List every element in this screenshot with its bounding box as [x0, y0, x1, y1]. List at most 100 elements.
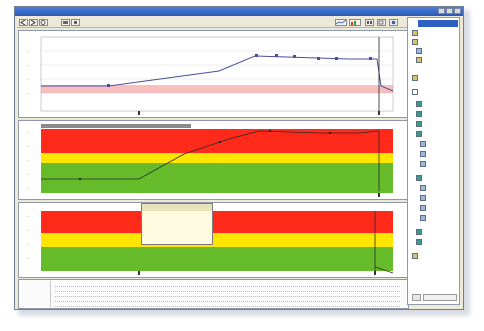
bottom-red-zone [41, 211, 393, 233]
device-icon [416, 101, 422, 107]
tree-item[interactable] [408, 56, 459, 65]
app-window: — — — — — — — — — [14, 6, 464, 310]
device-icon [416, 131, 422, 137]
tree-item[interactable] [408, 194, 459, 203]
bottom-y-ticks: — — — — [27, 214, 30, 260]
table-row[interactable] [55, 303, 400, 307]
tree-action-button[interactable] [423, 294, 457, 301]
middle-x-marker [378, 193, 380, 197]
device-icon [416, 111, 422, 117]
svg-text:—: — [27, 186, 30, 190]
bottom-series-line [374, 266, 394, 274]
node-icon [416, 57, 422, 63]
bottom-yellow-zone [41, 233, 393, 247]
tooltip-header [142, 204, 212, 211]
table-row[interactable] [55, 283, 400, 287]
tree-item[interactable] [408, 252, 459, 261]
tree-item[interactable] [408, 174, 459, 183]
tree-item[interactable] [408, 160, 459, 169]
page-icon [412, 89, 418, 95]
folder-icon [412, 75, 418, 81]
tree-item[interactable] [408, 204, 459, 213]
top-series-blue-line [74, 55, 394, 92]
middle-header-bar [41, 124, 191, 128]
toolbar [17, 17, 411, 28]
bottom-x-markers [138, 271, 376, 275]
tree-item[interactable] [408, 120, 459, 129]
tree-item[interactable] [408, 47, 459, 56]
top-series-markers [107, 54, 372, 87]
chart-icon[interactable] [349, 19, 361, 26]
svg-text:—: — [27, 172, 30, 176]
svg-text:—: — [27, 49, 30, 53]
tree-item[interactable] [408, 29, 459, 38]
svg-text:—: — [27, 144, 30, 148]
graph-icon[interactable] [335, 19, 347, 26]
table-row[interactable] [55, 293, 400, 297]
tree-item[interactable] [408, 110, 459, 119]
device-icon [416, 175, 422, 181]
svg-text:—: — [27, 256, 30, 260]
top-x-markers [138, 111, 380, 115]
svg-text:—: — [27, 228, 30, 232]
forward-icon[interactable] [29, 19, 38, 26]
back-icon[interactable] [19, 19, 28, 26]
middle-green-zone [41, 163, 393, 193]
svg-text:—: — [27, 214, 30, 218]
node-icon [420, 215, 426, 221]
top-y-ticks: — — — — [27, 49, 30, 95]
tree-item[interactable] [408, 150, 459, 159]
tree-item[interactable] [408, 140, 459, 149]
middle-band-chart[interactable]: — — — — — [19, 121, 408, 199]
maximize-button[interactable] [446, 8, 453, 14]
svg-text:—: — [27, 91, 30, 95]
svg-text:—: — [27, 242, 30, 246]
print-icon[interactable] [61, 19, 70, 26]
help-icon[interactable] [389, 19, 398, 26]
tree-item[interactable] [408, 74, 459, 83]
top-chart-panel: — — — — [18, 30, 409, 118]
tree-item[interactable] [408, 130, 459, 139]
folder-icon [412, 30, 418, 36]
bottom-band-chart[interactable]: — — — — [19, 203, 408, 277]
copy-icon[interactable] [377, 19, 386, 26]
folder-icon [412, 39, 418, 45]
tree-item[interactable] [408, 184, 459, 193]
tree-item[interactable] [408, 100, 459, 109]
tree-item[interactable] [408, 38, 459, 47]
table-row[interactable] [55, 298, 400, 302]
node-icon [420, 185, 426, 191]
device-icon [416, 239, 422, 245]
tree-item[interactable] [408, 238, 459, 247]
zoom-icon[interactable] [39, 19, 48, 26]
close-button[interactable] [454, 8, 461, 14]
data-table [18, 279, 409, 309]
table-footer [18, 303, 409, 309]
device-icon [416, 121, 422, 127]
middle-y-ticks: — — — — — [27, 130, 30, 190]
tile-icon[interactable] [365, 19, 374, 26]
data-tooltip [141, 203, 213, 245]
node-icon [420, 195, 426, 201]
node-icon [420, 205, 426, 211]
bottom-chart-panel: — — — — [18, 202, 409, 278]
middle-yellow-zone [41, 153, 393, 163]
table-row-headers [20, 281, 51, 307]
tree-item[interactable] [408, 214, 459, 223]
table-row[interactable] [55, 288, 400, 292]
middle-chart-panel: — — — — — [18, 120, 409, 200]
svg-text:—: — [27, 63, 30, 67]
tree-item[interactable] [408, 88, 459, 97]
folder-icon [412, 253, 418, 259]
middle-series-line [41, 130, 380, 191]
top-line-chart[interactable]: — — — — [19, 31, 408, 117]
node-icon [420, 151, 426, 157]
minimize-button[interactable] [438, 8, 445, 14]
settings-icon[interactable] [71, 19, 80, 26]
device-icon [416, 229, 422, 235]
node-icon [420, 141, 426, 147]
svg-text:—: — [27, 158, 30, 162]
title-bar[interactable] [15, 7, 463, 16]
tree-item[interactable] [408, 228, 459, 237]
tree-settings-button[interactable] [412, 294, 421, 301]
